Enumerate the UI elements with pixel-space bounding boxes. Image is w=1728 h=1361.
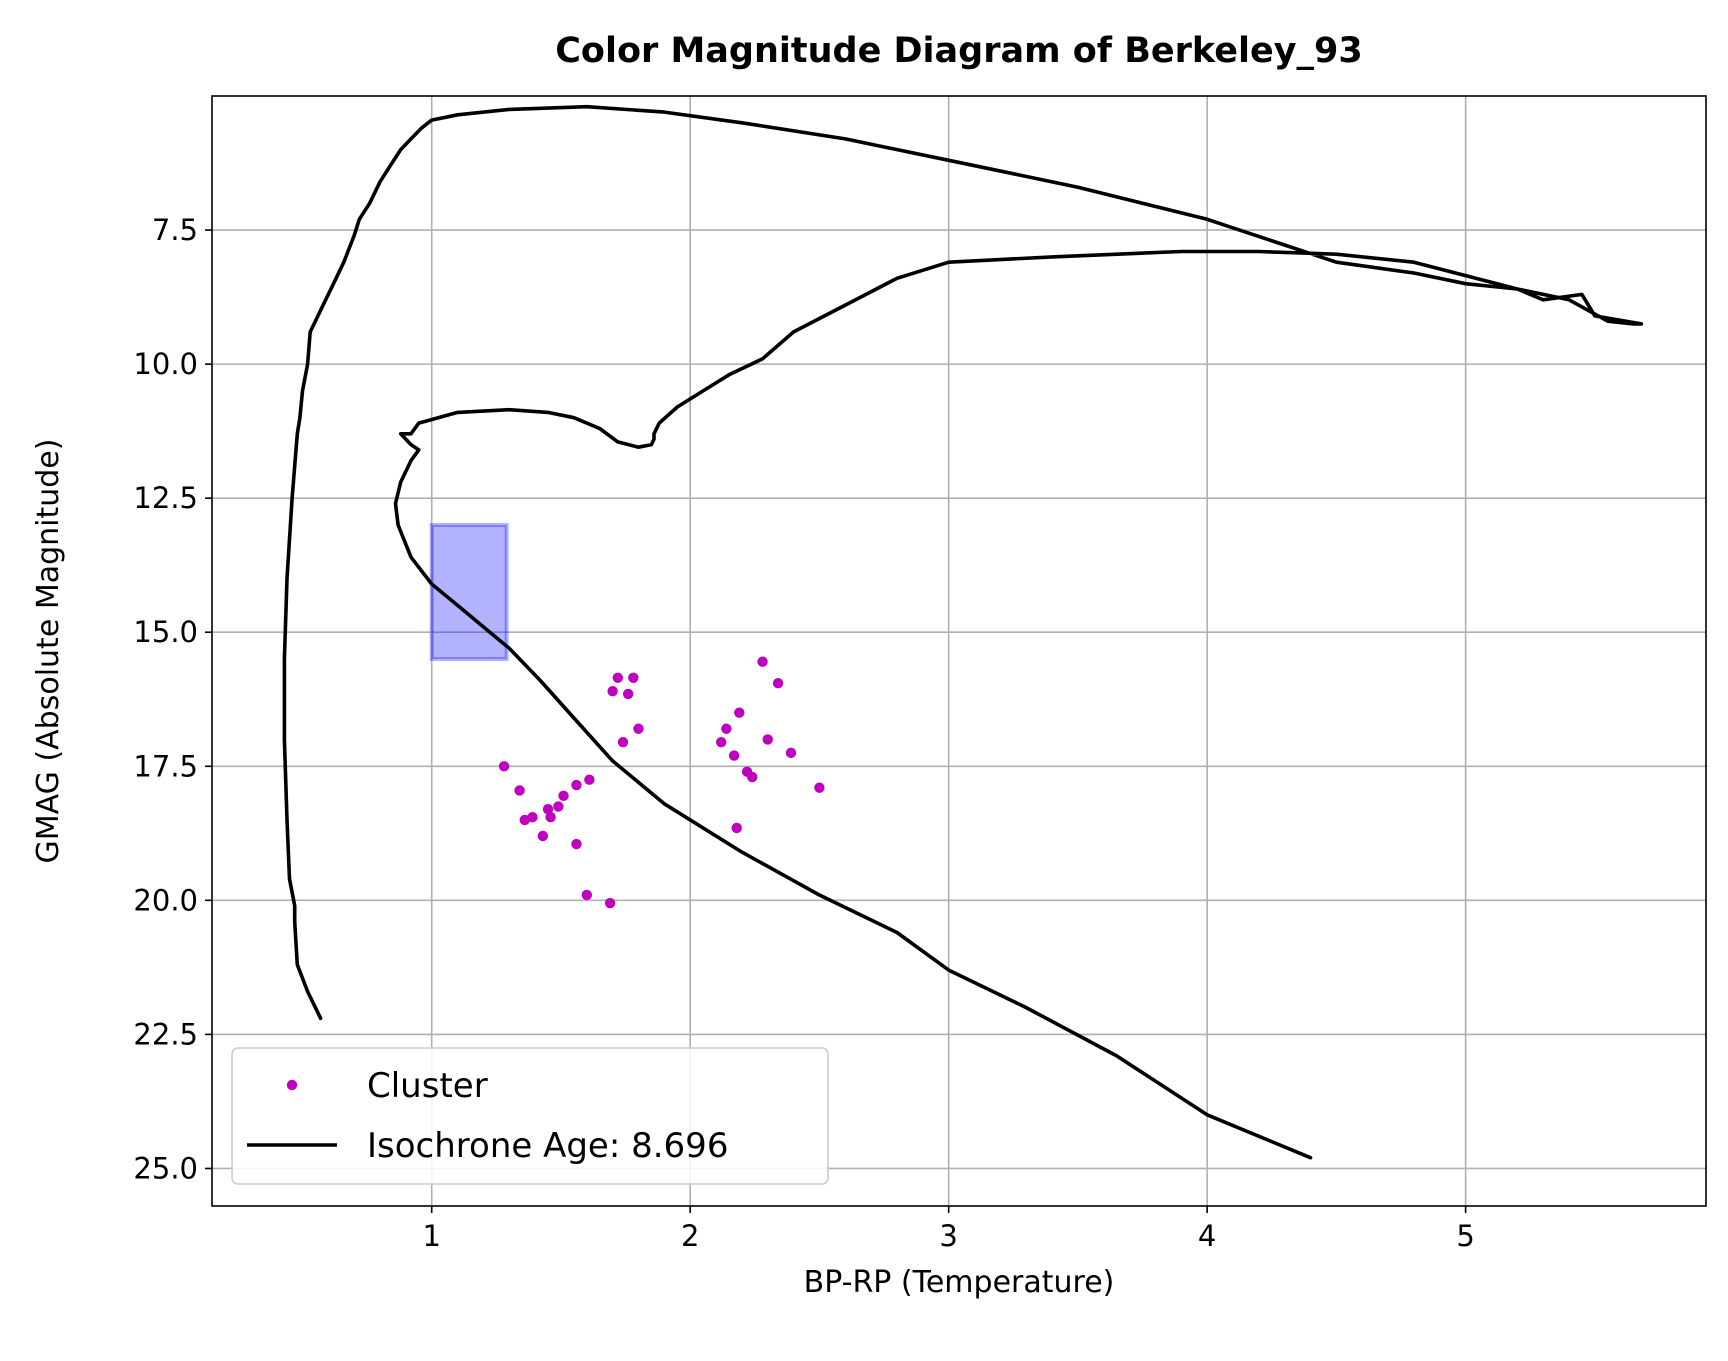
cluster-point xyxy=(584,774,595,785)
x-tick-label: 5 xyxy=(1456,1219,1474,1253)
cluster-point xyxy=(581,889,592,901)
cluster-point xyxy=(514,785,525,796)
y-tick-label: 15.0 xyxy=(133,615,198,649)
cluster-point xyxy=(785,747,797,759)
cluster-point xyxy=(622,688,634,700)
cluster-point xyxy=(734,707,745,718)
cluster-point xyxy=(498,761,510,772)
grid xyxy=(212,96,1706,1206)
y-axis-label: GMAG (Absolute Magnitude) xyxy=(31,439,66,864)
isochrone-line xyxy=(282,104,1644,1160)
legend-frame xyxy=(231,1047,829,1185)
cluster-point xyxy=(628,672,639,684)
cluster-point xyxy=(607,686,618,697)
y-tick-label: 7.5 xyxy=(152,213,198,247)
y-tick-label: 22.5 xyxy=(133,1017,198,1051)
cluster-point xyxy=(571,779,582,791)
cluster-point xyxy=(558,790,569,801)
cluster-point xyxy=(553,801,564,812)
cluster-point xyxy=(716,736,727,748)
cluster-point xyxy=(527,812,538,823)
cluster-point xyxy=(604,897,616,909)
cluster-points-group xyxy=(498,656,825,909)
y-tick-label: 17.5 xyxy=(133,749,198,783)
cluster-point xyxy=(762,734,773,745)
chart-title: Color Magnitude Diagram of Berkeley_93 xyxy=(555,31,1362,71)
cluster-point xyxy=(633,723,644,734)
x-axis-label: BP-RP (Temperature) xyxy=(804,1265,1115,1300)
cluster-point xyxy=(772,677,784,689)
legend-cluster-label: Cluster xyxy=(367,1066,488,1106)
cluster-point xyxy=(728,750,740,761)
cluster-point xyxy=(731,822,742,834)
cluster-point xyxy=(537,830,549,842)
x-tick-label: 1 xyxy=(422,1219,440,1253)
x-tick-label: 2 xyxy=(681,1219,699,1253)
cluster-point xyxy=(814,782,825,793)
cluster-point xyxy=(612,672,624,684)
cluster-point xyxy=(721,723,732,734)
isochrone-group xyxy=(282,104,1644,1160)
legend-cluster-marker xyxy=(286,1079,298,1091)
x-tick-label: 3 xyxy=(939,1219,957,1253)
legend: Cluster Isochrone Age: 8.696 xyxy=(231,1047,829,1185)
plot-frame xyxy=(211,95,1707,1207)
cluster-point xyxy=(571,838,582,850)
x-tick-label: 4 xyxy=(1198,1219,1216,1253)
cluster-point xyxy=(747,771,758,783)
y-tick-label: 10.0 xyxy=(133,347,198,381)
cluster-point xyxy=(757,656,768,667)
y-tick-label: 25.0 xyxy=(133,1151,198,1185)
cluster-point xyxy=(542,803,554,815)
y-tick-label: 12.5 xyxy=(133,481,198,515)
y-tick-label: 20.0 xyxy=(133,883,198,917)
legend-isochrone-label: Isochrone Age: 8.696 xyxy=(367,1126,728,1166)
cluster-point xyxy=(617,736,629,748)
cluster-point xyxy=(545,812,556,823)
ticks-group: 1 2 3 4 5 7.5 10.0 12.5 15.0 17.5 20.0 22.5 25.0 xyxy=(133,213,1474,1253)
